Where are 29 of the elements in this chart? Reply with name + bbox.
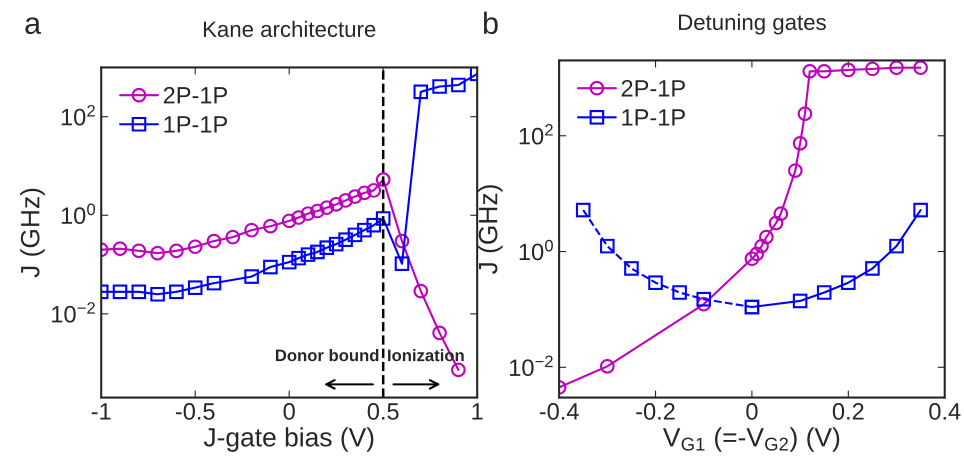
legend-label: 1P-1P xyxy=(622,109,685,126)
text: b xyxy=(484,12,498,34)
y-tick-label: 10$^{−2}$ xyxy=(52,302,95,323)
chart-title: Detuning gates xyxy=(679,14,826,35)
x-tick-label: 0 xyxy=(746,403,758,420)
x-axis-title: J-gate bias (V) xyxy=(204,427,374,452)
x-tick-label: -0.2 xyxy=(636,403,675,420)
y-tick-label: 10$^{−2}$ xyxy=(510,356,553,376)
x-tick-label: 1 xyxy=(472,403,483,420)
text: a xyxy=(25,17,42,34)
legend-label: 2P-1P xyxy=(622,80,685,96)
y-tick-label: 10$^{2}$ xyxy=(62,104,95,126)
y-axis-title: J (GHz) xyxy=(20,188,45,278)
x-tick-label: 0.4 xyxy=(929,403,960,420)
chart-title: Kane architecture xyxy=(204,20,376,38)
y-tick-label: 10$^{0}$ xyxy=(62,204,96,224)
x-tick-label: 0.5 xyxy=(368,403,399,420)
x-tick-label: 0 xyxy=(284,403,295,420)
annotation: Donor bound xyxy=(276,349,378,362)
legend-label: 2P-1P xyxy=(164,86,227,104)
x-tick-label: -0.5 xyxy=(176,403,215,420)
x-axis-title: V$_{G1}$ (=-V$_{G2}$) (V) xyxy=(662,427,840,452)
y-tick-label: 10$^{0}$ xyxy=(520,240,553,260)
x-tick-label: 0.2 xyxy=(832,403,864,420)
x-tick-label: -1 xyxy=(92,403,111,420)
legend-label: 1P-1P xyxy=(164,116,227,133)
y-tick-label: 10$^{2}$ xyxy=(520,124,553,145)
y-axis-title: J (GHz) xyxy=(478,185,503,274)
x-tick-label: -0.4 xyxy=(540,403,579,420)
